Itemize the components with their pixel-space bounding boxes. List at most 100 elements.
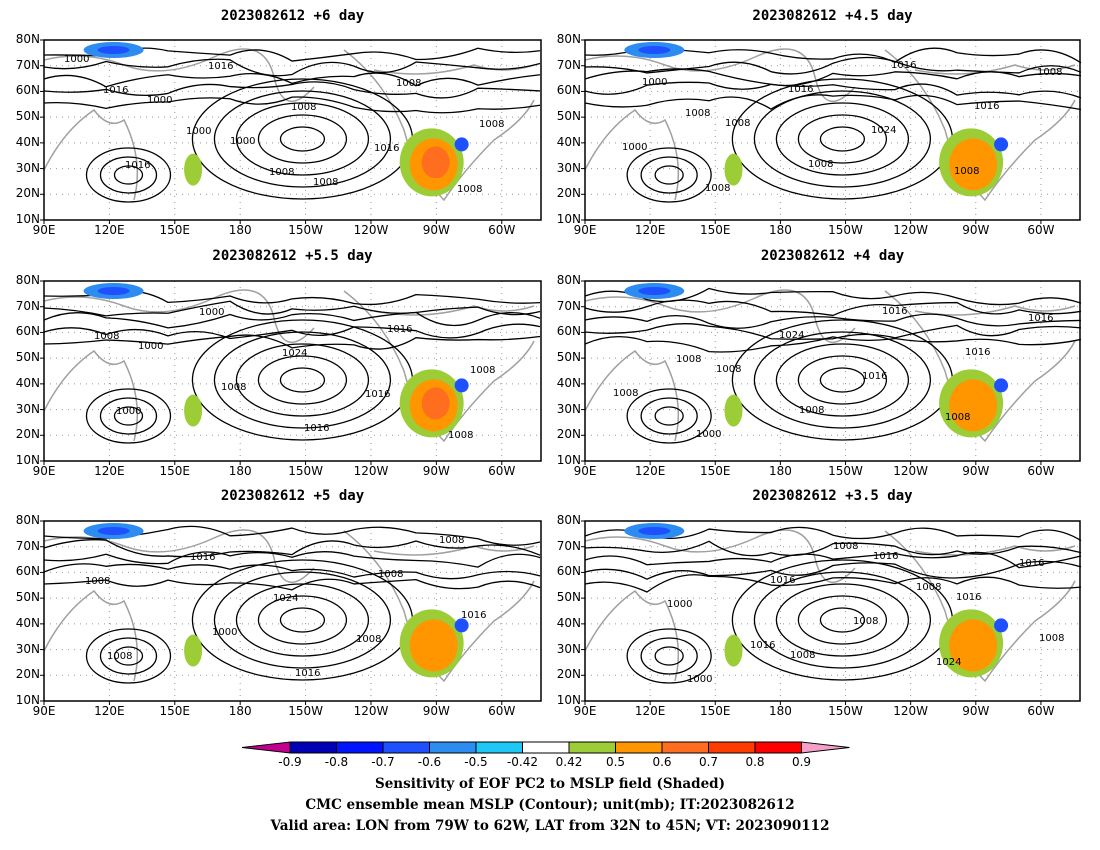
colorbar-segment: [475, 741, 523, 754]
caption-line-1: Sensitivity of EOF PC2 to MSLP field (Sh…: [374, 776, 726, 792]
isobar: [43, 323, 541, 340]
contour-label: 1000: [64, 54, 89, 65]
positive-sensitivity-area: [184, 128, 464, 197]
contour-label: 1000: [147, 95, 172, 106]
y-tick-label: 10N: [556, 693, 581, 707]
x-tick-label: 150W: [288, 464, 323, 478]
contour-label: 1008: [705, 183, 730, 194]
panel-title: 2023082612 +3.5 day: [752, 488, 913, 504]
isobar: [43, 551, 541, 568]
isobar: [797, 595, 888, 645]
isobar: [654, 406, 684, 426]
contour-label: 1008: [716, 364, 741, 375]
contour-label: 1016: [891, 60, 916, 71]
isobar: [43, 96, 541, 114]
isobar: [257, 114, 348, 164]
colorbar-tick-label: -0.9: [278, 755, 302, 769]
panel-title: 2023082612 +4 day: [760, 248, 905, 264]
colorbar-tick-label: -0.5: [464, 755, 488, 769]
isobar: [797, 355, 888, 405]
x-tick-label: 150E: [700, 223, 731, 237]
isobar: [584, 313, 1082, 329]
x-tick-label: 150E: [159, 704, 191, 718]
isobar: [797, 114, 888, 164]
isobar: [43, 311, 541, 329]
coastline: [43, 589, 139, 682]
panel-frame: [584, 280, 1081, 462]
y-tick-label: 50N: [15, 590, 40, 605]
coastline: [584, 289, 856, 344]
negative-sensitivity-area: [624, 523, 1009, 633]
y-tick-label: 70N: [556, 57, 581, 72]
contour-label: 1008: [833, 541, 858, 552]
coastline: [584, 349, 680, 442]
y-tick-label: 70N: [15, 538, 40, 553]
contour-label: 1000: [212, 627, 237, 638]
contour-label: 1024: [871, 125, 896, 136]
x-tick-label: 90W: [422, 223, 450, 237]
isobar: [99, 637, 158, 675]
x-tick-label: 120W: [893, 223, 929, 237]
contour-label: 1000: [138, 341, 163, 352]
contour-label: 1016: [1028, 313, 1053, 324]
y-tick-label: 20N: [556, 427, 581, 442]
contour-label: 1008: [1037, 67, 1062, 78]
colorbar-segment: [661, 741, 709, 754]
map-panel: 1000 1008 1016 1016 1008 1000 1000 1024 1016 1008…: [40, 280, 542, 465]
x-tick-label: 150W: [828, 704, 863, 718]
x-tick-label: 180: [228, 464, 252, 478]
contour-label: 1000: [186, 126, 211, 137]
isobar: [43, 72, 541, 88]
map-panel: 1000 1016 1008 1016 1008 1016 1024 1008 1008 1008: [40, 520, 542, 705]
contour-label: 1000: [642, 77, 667, 88]
colorbar-segment: [429, 741, 477, 754]
x-tick-label: 150W: [288, 704, 323, 718]
isobar: [626, 628, 712, 684]
colorbar-tick-label: 0.9: [791, 755, 812, 769]
y-tick-label: 60N: [15, 564, 40, 579]
contour-label: 1000: [230, 136, 255, 147]
isobar: [753, 90, 932, 188]
y-tick-label: 20N: [15, 427, 40, 442]
isobar: [43, 334, 541, 350]
isobar: [213, 90, 392, 188]
contour-label: 1016: [788, 84, 813, 95]
contour-label: 1008: [94, 331, 119, 342]
y-tick-label: 70N: [15, 298, 40, 313]
contour-label: 1008: [479, 119, 504, 130]
x-tick-label: 120E: [634, 223, 666, 237]
contour-label: 1016: [374, 143, 399, 154]
contour-label: 1016: [974, 101, 999, 112]
contour-label: 1008: [448, 430, 473, 441]
x-tick-label: 60W: [488, 704, 516, 718]
isobar: [257, 595, 348, 645]
x-tick-label: 150E: [700, 464, 731, 478]
isobar: [654, 165, 684, 185]
x-tick-label: 180: [768, 704, 792, 718]
map-panel: 1008 1008 1016 1016 1008 1000 1024 1016 1008 1016…: [581, 280, 1082, 465]
x-tick-label: 90W: [422, 704, 450, 718]
contour-label: 1008: [725, 118, 750, 129]
coastline: [584, 529, 856, 584]
isobar: [279, 607, 326, 633]
colorbar: [241, 741, 850, 754]
isobar: [775, 583, 910, 657]
isobar: [85, 628, 172, 684]
y-tick-label: 70N: [15, 57, 40, 72]
x-tick-label: 90W: [962, 223, 990, 237]
x-tick-label: 150E: [159, 223, 191, 237]
colorbar-tick-label: -0.42: [506, 755, 539, 769]
contour-label: 1008: [313, 177, 338, 188]
y-tick-label: 80N: [556, 32, 581, 46]
y-tick-label: 20N: [15, 667, 40, 682]
contour-label: 1008: [685, 108, 710, 119]
coastline: [914, 64, 1076, 75]
negative-sensitivity-area: [83, 523, 469, 633]
contour-label: 1016: [461, 610, 486, 621]
isobar: [113, 406, 144, 426]
colorbar-tick-label: -0.6: [417, 755, 442, 769]
coastline: [584, 108, 680, 201]
coastline: [43, 349, 139, 442]
y-tick-label: 10N: [556, 453, 581, 467]
contour-label: 1000: [667, 599, 692, 610]
